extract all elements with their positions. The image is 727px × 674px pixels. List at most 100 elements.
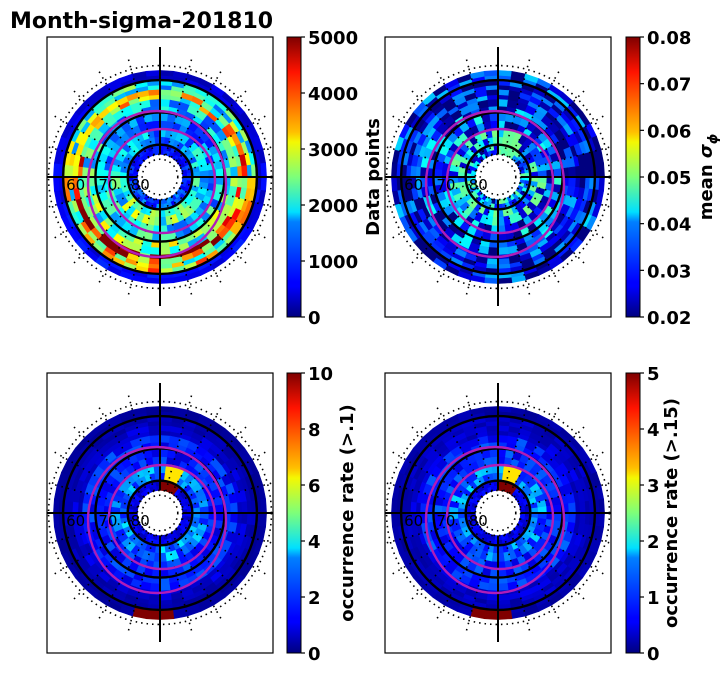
heatmap-bin [486, 89, 499, 96]
heatmap-bin [241, 512, 248, 525]
radial-tick-label: 80 [469, 512, 488, 530]
radial-tick-label: 60 [66, 176, 85, 194]
grid-circle-dotted [479, 158, 517, 196]
colorbar-tick-label: 0 [308, 308, 321, 329]
axes-frame [46, 372, 274, 654]
heatmap-bin [152, 120, 161, 130]
heatmap-bin [230, 176, 238, 188]
heatmap-bin [497, 99, 509, 107]
heatmap-bin [487, 247, 499, 255]
heatmap-bin [497, 425, 510, 432]
heatmap-bin [568, 166, 576, 178]
colorbar-tick-label: 0.07 [647, 75, 691, 96]
heatmap-bin [159, 277, 175, 284]
heatmap-bin [152, 456, 161, 466]
heatmap-bin [497, 406, 513, 413]
heatmap-bin [145, 613, 161, 620]
heatmap-bin [568, 512, 576, 524]
heatmap-bin [391, 176, 398, 192]
heatmap-bin [148, 89, 161, 96]
colorbar-tick-label: 0.03 [647, 261, 691, 282]
axes-frame [384, 372, 612, 654]
heatmap-bin [159, 583, 171, 591]
heatmap-bin [497, 594, 510, 601]
heatmap-bin [598, 162, 605, 178]
colorbar-tick-label: 10 [308, 364, 333, 385]
colorbar-tick-label: 0.06 [647, 121, 691, 142]
radial-tick-label: 80 [131, 512, 150, 530]
auroral-oval-equatorward [86, 109, 228, 259]
auroral-oval-equatorward [86, 445, 228, 595]
polar-plot [47, 383, 273, 642]
colorbar-tick-label: 4000 [308, 84, 358, 105]
colorbar-gradient [286, 372, 302, 654]
colorbar-gradient [625, 372, 641, 654]
heatmap-bin [483, 70, 499, 77]
heatmap-bin [497, 89, 510, 96]
colorbar-tick-label: 3000 [308, 140, 358, 161]
auroral-oval-poleward [445, 127, 555, 235]
auroral-oval-equatorward [424, 109, 566, 259]
heatmap-bin [241, 176, 248, 189]
colorbar-gradient [286, 36, 302, 318]
colorbar-tick-label: 8 [308, 420, 321, 441]
colorbar-label: Data points [363, 118, 384, 236]
heatmap-bin [579, 501, 586, 514]
heatmap-bin [497, 613, 513, 620]
grid-circle-dotted [141, 494, 179, 532]
heatmap-bin [486, 425, 499, 432]
radial-tick-label: 80 [131, 176, 150, 194]
polar-plot [385, 47, 611, 306]
heatmap-bin [159, 435, 171, 443]
heatmap-bin [260, 162, 267, 178]
colorbar-tick-label: 0.02 [647, 308, 691, 329]
colorbar-tick-label: 0 [647, 644, 660, 665]
heatmap-bin [497, 258, 510, 265]
heatmap-bin [145, 406, 161, 413]
radial-tick-label: 70 [436, 176, 455, 194]
heatmap-bin [230, 502, 238, 514]
heatmap-bin [241, 165, 248, 178]
colorbar: 0 1000 2000 3000 4000 5000 Data points [286, 28, 384, 329]
colorbar-tick-label: 3 [647, 476, 660, 497]
colorbar: 0.02 0.03 0.04 0.05 0.06 0.07 0.08 mean σϕ [625, 28, 721, 329]
heatmap-bin [568, 502, 576, 514]
polar-plot [385, 383, 611, 642]
radial-tick-label: 60 [66, 512, 85, 530]
heatmap-bin [149, 247, 161, 255]
colorbar-tick-label: 0.04 [647, 215, 691, 236]
heatmap-bin [598, 512, 605, 528]
heatmap-bin [497, 277, 513, 284]
heatmap-bin [260, 512, 267, 528]
heatmap-bin [159, 70, 175, 77]
colorbar-tick-label: 6 [308, 476, 321, 497]
grid-circle-dotted [141, 158, 179, 196]
axes-frame [384, 36, 612, 318]
heatmap-bin [241, 501, 248, 514]
heatmap-bin [145, 70, 161, 77]
colorbar-label: mean σϕ [696, 134, 721, 221]
heatmap-bin [53, 498, 60, 514]
grid-circle-dotted [479, 494, 517, 532]
heatmap-bin [260, 498, 267, 514]
colorbar-tick-label: 2 [308, 588, 321, 609]
colorbar-tick-label: 5000 [308, 28, 358, 49]
heatmap-bin [148, 258, 161, 265]
colorbar-tick-label: 0.08 [647, 28, 691, 49]
radial-tick-label: 80 [469, 176, 488, 194]
heatmap-bin [260, 176, 267, 192]
heatmap-bin [483, 613, 499, 620]
colorbar-tick-label: 2 [647, 532, 660, 553]
heatmap-bin [159, 247, 171, 255]
heatmap-bin [486, 258, 499, 265]
heatmap-bin [159, 594, 172, 601]
heatmap-bin [483, 277, 499, 284]
heatmap-bin [497, 583, 509, 591]
heatmap-bin [487, 583, 499, 591]
colorbar-tick-label: 0.05 [647, 168, 691, 189]
figure-title: Month-sigma-201810 [10, 9, 273, 34]
heatmap-bin [159, 99, 171, 107]
